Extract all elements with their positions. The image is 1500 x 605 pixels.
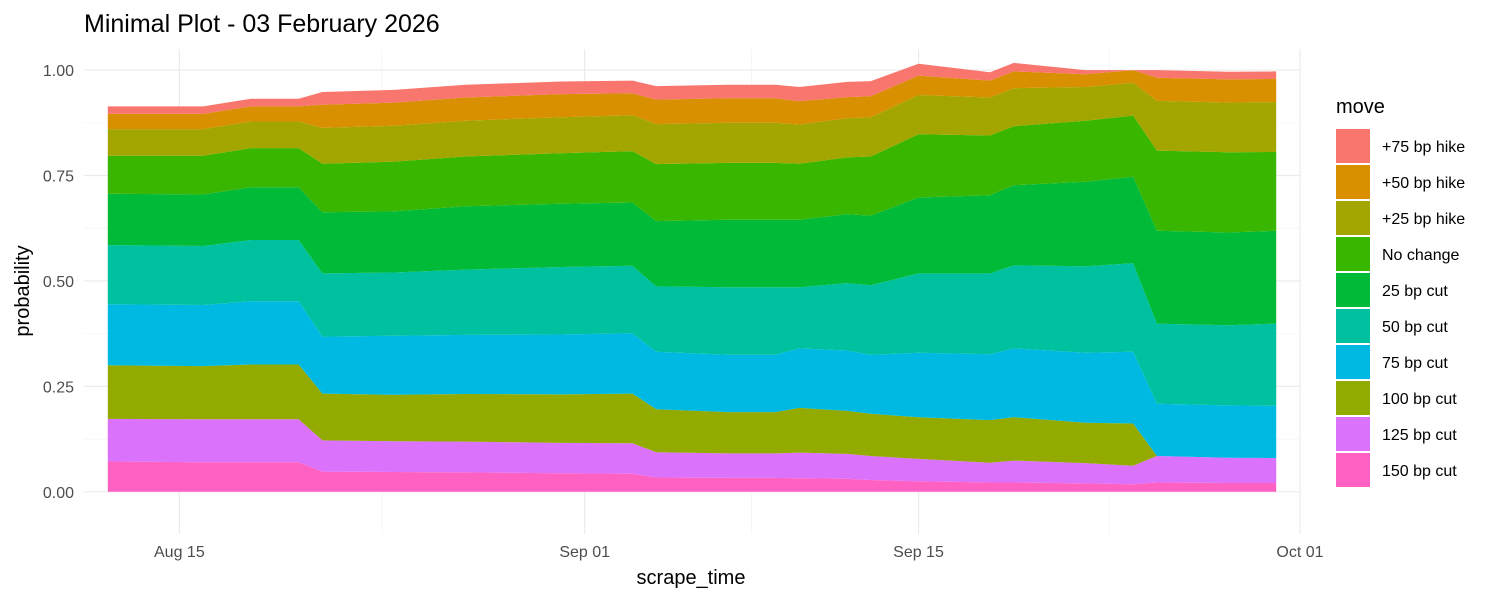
legend-swatch-125-bp-cut [1336,417,1370,451]
legend-title: move [1336,96,1385,118]
legend-swatch-100-bp-cut [1336,381,1370,415]
area-layers [107,62,1277,492]
x-tick-label: Sep 15 [893,544,944,561]
legend-label-25-bp-cut: 25 bp cut [1382,283,1448,300]
y-axis-label: probability [12,245,34,336]
y-tick-label: 1.00 [43,63,74,80]
area-no-change [107,115,1277,233]
x-tick-label: Aug 15 [154,544,205,561]
y-tick-label: 0.75 [43,169,74,186]
area-25-bp-cut [107,176,1277,326]
legend-swatch-25-bp-cut [1336,273,1370,307]
y-tick-label: 0.50 [43,274,74,291]
y-tick-label: 0.00 [43,485,74,502]
area-75-bp-cut [107,301,1277,459]
area-50-bp-hike [107,70,1277,130]
x-tick-label: Oct 01 [1276,544,1323,561]
legend-label-100-bp-cut: 100 bp cut [1382,391,1457,408]
legend-label-50-bp-hike: +50 bp hike [1382,175,1465,192]
legend-label-125-bp-cut: 125 bp cut [1382,427,1457,444]
legend-label-no-change: No change [1382,247,1459,264]
area-25-bp-hike [107,82,1277,165]
legend-swatch-150-bp-cut [1336,453,1370,487]
area-125-bp-cut [107,418,1277,485]
legend-swatch-75-bp-hike [1336,129,1370,163]
y-axis-tick-labels: 0.00 0.25 0.50 0.75 1.00 [43,63,74,502]
legend-swatch-50-bp-cut [1336,309,1370,343]
legend-swatch-no-change [1336,237,1370,271]
legend-label-75-bp-hike: +75 bp hike [1382,139,1465,156]
legend-items: +75 bp hike +50 bp hike +25 bp hike No chan… [1336,129,1465,487]
legend-label-150-bp-cut: 150 bp cut [1382,463,1457,480]
x-axis-label: scrape_time [637,567,746,589]
legend-swatch-50-bp-hike [1336,165,1370,199]
chart-title: Minimal Plot - 03 February 2026 [84,10,440,38]
legend-label-75-bp-cut: 75 bp cut [1382,355,1448,372]
legend-swatch-75-bp-cut [1336,345,1370,379]
legend-label-25-bp-hike: +25 bp hike [1382,211,1465,228]
x-tick-label: Sep 01 [559,544,610,561]
y-tick-label: 0.25 [43,379,74,396]
area-150-bp-cut [107,461,1277,492]
legend: move +75 bp hike +50 bp hike +25 bp hike No… [1336,96,1465,487]
legend-label-50-bp-cut: 50 bp cut [1382,319,1448,336]
area-75-bp-hike [107,62,1277,114]
x-axis-tick-labels: Aug 15 Sep 01 Sep 15 Oct 01 [154,544,1324,561]
area-50-bp-cut [107,240,1277,406]
area-100-bp-cut [107,364,1277,466]
legend-swatch-25-bp-hike [1336,201,1370,235]
